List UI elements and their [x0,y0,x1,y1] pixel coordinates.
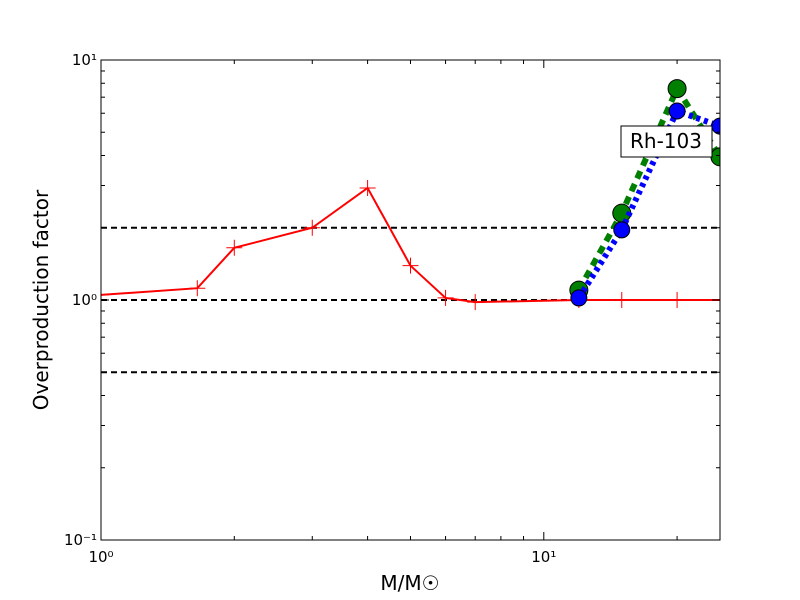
point-marker [101,286,109,303]
y-tick-label: 10¹ [72,51,97,69]
annotation-box [620,125,713,158]
y-axis-label: Overproduction factor [29,189,53,410]
point-marker [359,179,376,196]
x-axis-label: M/M☉ [380,571,439,595]
point-marker [437,289,454,306]
point-marker [570,289,588,307]
point-marker [669,292,686,308]
point-marker [226,239,243,256]
point-marker [304,219,321,236]
y-tick-label: 10⁻¹ [64,531,97,549]
x-tick-label: 10⁰ [88,548,113,566]
point-marker [189,280,206,297]
point-marker [402,257,419,274]
series-line [101,186,720,304]
x-tick-label: 10¹ [531,548,556,566]
point-marker [668,102,686,120]
point-marker [613,221,631,239]
y-tick-label: 10⁰ [72,291,97,309]
point-marker [467,294,484,311]
series-line [576,107,720,300]
point-marker [667,79,687,99]
annotation: Rh-103 [630,129,702,153]
point-marker [613,292,630,308]
